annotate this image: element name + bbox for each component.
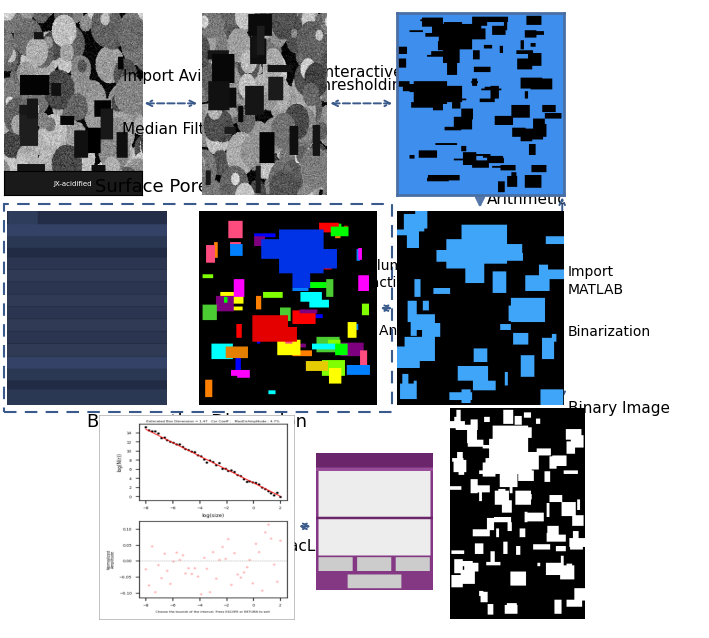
- Text: Surface Pore Structure: Surface Pore Structure: [96, 178, 298, 196]
- Text: Import Avizo: Import Avizo: [123, 69, 219, 84]
- Text: Box-counting Dimension: Box-counting Dimension: [87, 413, 307, 431]
- Text: Import
MATLAB: Import MATLAB: [568, 265, 624, 297]
- Text: Binary Image: Binary Image: [568, 401, 670, 416]
- Text: Thresholding: Thresholding: [312, 77, 411, 93]
- Text: Label Analysis: Label Analysis: [337, 324, 436, 338]
- Text: Interactive: Interactive: [320, 64, 403, 80]
- Text: Volume
Fraction: Volume Fraction: [359, 259, 414, 290]
- Text: Arithmetic: Arithmetic: [487, 192, 566, 207]
- Text: FracLab: FracLab: [275, 539, 335, 554]
- Text: Median Filter: Median Filter: [122, 122, 220, 138]
- Text: Binarization: Binarization: [568, 325, 651, 339]
